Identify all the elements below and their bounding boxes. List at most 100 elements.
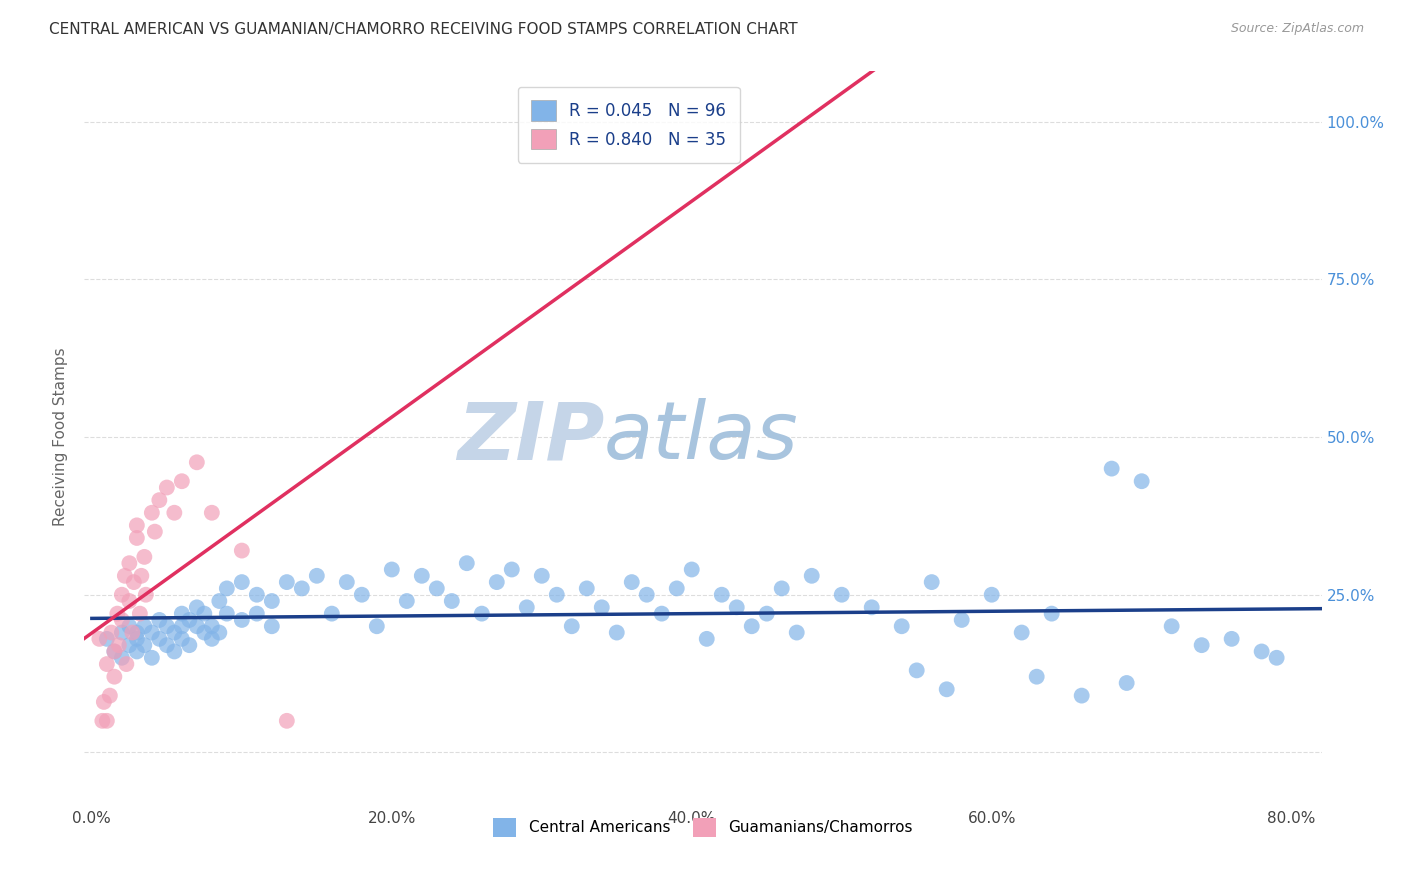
Point [260, 594, 283, 608]
Point [141, 506, 163, 520]
Point [93, 695, 115, 709]
Point [179, 613, 201, 627]
Point [100, 625, 122, 640]
Point [170, 619, 193, 633]
Point [651, 607, 673, 621]
Point [89, 632, 111, 646]
Point [1101, 461, 1123, 475]
Point [800, 569, 823, 583]
Point [725, 600, 748, 615]
Point [118, 594, 141, 608]
Point [786, 625, 808, 640]
Point [246, 588, 269, 602]
Point [411, 569, 433, 583]
Point [636, 588, 658, 602]
Point [111, 625, 134, 640]
Point [163, 625, 186, 640]
Point [246, 607, 269, 621]
Point [156, 481, 179, 495]
Point [148, 493, 170, 508]
Point [134, 619, 156, 633]
Point [118, 638, 141, 652]
Point [215, 582, 238, 596]
Point [1040, 607, 1063, 621]
Point [111, 613, 134, 627]
Point [125, 644, 148, 658]
Point [125, 518, 148, 533]
Point [546, 588, 568, 602]
Text: ZIP: ZIP [457, 398, 605, 476]
Point [620, 575, 643, 590]
Point [921, 575, 943, 590]
Point [665, 582, 688, 596]
Point [336, 575, 359, 590]
Text: CENTRAL AMERICAN VS GUAMANIAN/CHAMORRO RECEIVING FOOD STAMPS CORRELATION CHART: CENTRAL AMERICAN VS GUAMANIAN/CHAMORRO R… [49, 22, 797, 37]
Point [156, 619, 179, 633]
Point [1160, 619, 1182, 633]
Point [91, 714, 114, 728]
Point [591, 600, 613, 615]
Point [163, 506, 186, 520]
Point [741, 619, 763, 633]
Point [201, 619, 224, 633]
Point [1070, 689, 1092, 703]
Point [395, 594, 418, 608]
Point [118, 556, 141, 570]
Point [381, 562, 404, 576]
Point [231, 543, 253, 558]
Point [321, 607, 343, 621]
Point [122, 575, 145, 590]
Point [561, 619, 583, 633]
Point [179, 638, 201, 652]
Point [156, 638, 179, 652]
Point [96, 714, 118, 728]
Point [114, 569, 136, 583]
Point [935, 682, 957, 697]
Point [143, 524, 166, 539]
Point [96, 632, 118, 646]
Point [141, 650, 163, 665]
Point [201, 632, 224, 646]
Point [141, 625, 163, 640]
Point [831, 588, 853, 602]
Point [770, 582, 793, 596]
Point [186, 600, 208, 615]
Point [125, 625, 148, 640]
Point [755, 607, 778, 621]
Point [305, 569, 328, 583]
Point [115, 657, 138, 671]
Point [170, 632, 193, 646]
Point [1250, 644, 1272, 658]
Point [103, 670, 125, 684]
Point [118, 619, 141, 633]
Point [890, 619, 912, 633]
Y-axis label: Receiving Food Stamps: Receiving Food Stamps [53, 348, 69, 526]
Point [426, 582, 449, 596]
Point [134, 638, 156, 652]
Point [193, 625, 215, 640]
Point [111, 588, 134, 602]
Point [121, 625, 143, 640]
Point [350, 588, 373, 602]
Point [186, 619, 208, 633]
Point [201, 506, 224, 520]
Point [108, 638, 131, 652]
Point [128, 607, 150, 621]
Point [291, 582, 314, 596]
Point [135, 588, 157, 602]
Point [1191, 638, 1213, 652]
Point [1265, 650, 1288, 665]
Point [125, 632, 148, 646]
Point [111, 650, 134, 665]
Point [131, 569, 153, 583]
Legend: Central Americans, Guamanians/Chamorros: Central Americans, Guamanians/Chamorros [488, 812, 918, 843]
Point [1011, 625, 1033, 640]
Point [148, 613, 170, 627]
Point [980, 588, 1002, 602]
Point [125, 531, 148, 545]
Point [1130, 474, 1153, 488]
Point [456, 556, 478, 570]
Point [1025, 670, 1047, 684]
Point [170, 474, 193, 488]
Point [1115, 676, 1137, 690]
